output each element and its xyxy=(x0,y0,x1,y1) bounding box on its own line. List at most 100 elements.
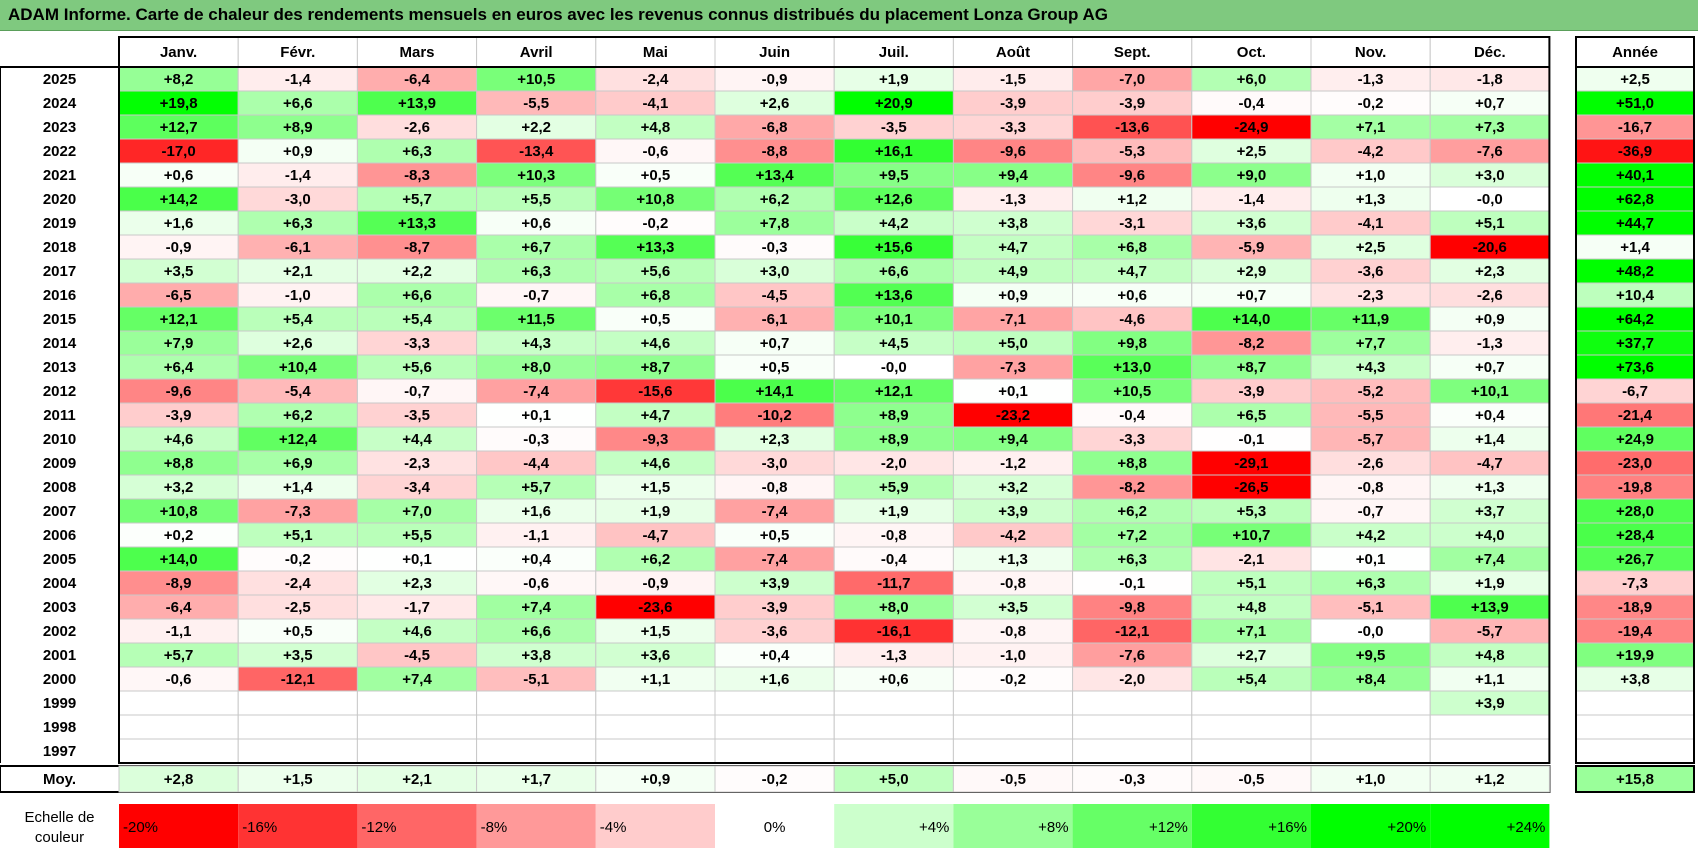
cell-value-label: +3,8 xyxy=(521,647,551,664)
average-cell xyxy=(952,765,1074,793)
cell-value-label: +10,3 xyxy=(517,167,555,184)
cell-value-label: -7,4 xyxy=(523,383,550,400)
annual-cell xyxy=(1575,690,1695,716)
cell-value-label: -3,9 xyxy=(1238,383,1264,400)
cell-value-label: +7,1 xyxy=(1356,119,1386,136)
heatmap-cell xyxy=(833,114,954,140)
cell-value-label: -1,3 xyxy=(1477,335,1503,352)
year-label: 2006 xyxy=(43,527,76,544)
average-cell xyxy=(714,765,835,793)
heatmap-cell xyxy=(595,66,716,92)
heatmap-cell xyxy=(476,690,597,716)
heatmap-cell xyxy=(952,546,1074,572)
cell-value-label: +6,6 xyxy=(879,263,909,280)
scale-label: +8% xyxy=(1038,819,1068,836)
annual-value-label: -19,8 xyxy=(1618,479,1652,496)
average-value-label: -0,3 xyxy=(1119,771,1145,788)
cell-value-label: -7,0 xyxy=(1119,71,1145,88)
annual-cell xyxy=(1575,90,1695,116)
cell-value-label: +3,0 xyxy=(1475,167,1505,184)
average-cell xyxy=(118,765,239,793)
cell-value-label: +13,3 xyxy=(636,239,674,256)
cell-value-label: +5,7 xyxy=(402,191,432,208)
cell-value-label: +8,9 xyxy=(283,119,313,136)
scale-label: -4% xyxy=(600,819,627,836)
cell-value-label: -9,3 xyxy=(642,431,668,448)
heatmap-cell xyxy=(1072,354,1193,380)
cell-value-label: -0,8 xyxy=(881,527,907,544)
cell-value-label: +5,7 xyxy=(521,479,551,496)
cell-value-label: +16,1 xyxy=(875,143,913,160)
cell-value-label: +6,3 xyxy=(402,143,432,160)
heatmap-cell xyxy=(356,330,478,356)
cell-value-label: +0,9 xyxy=(1475,311,1505,328)
heatmap-cell xyxy=(595,618,716,644)
heatmap-cell xyxy=(476,234,597,260)
cell-value-label: -5,7 xyxy=(1477,623,1503,640)
cell-value-label: -4,7 xyxy=(642,527,668,544)
year-label: 2004 xyxy=(43,575,77,592)
annual-value-label: -7,3 xyxy=(1622,575,1648,592)
cell-value-label: +4,9 xyxy=(998,263,1028,280)
heatmap-cell xyxy=(595,690,716,716)
heatmap-cell xyxy=(118,474,239,500)
cell-value-label: +3,6 xyxy=(1237,215,1267,232)
cell-value-label: +2,5 xyxy=(1356,239,1386,256)
cell-value-label: +7,0 xyxy=(402,503,432,520)
cell-value-label: -1,4 xyxy=(285,167,312,184)
cell-value-label: +4,6 xyxy=(641,455,671,472)
cell-value-label: +6,6 xyxy=(283,95,313,112)
heatmap-cell xyxy=(1310,378,1431,404)
scale-label: -20% xyxy=(123,819,158,836)
cell-value-label: +14,0 xyxy=(1232,311,1270,328)
heatmap-cell xyxy=(1072,522,1193,548)
year-label: 2008 xyxy=(43,479,76,496)
annual-cell xyxy=(1575,162,1695,188)
cell-value-label: +4,7 xyxy=(641,407,671,424)
heatmap-cell xyxy=(595,114,716,140)
cell-value-label: +0,7 xyxy=(1237,287,1267,304)
heatmap-cell xyxy=(595,666,716,692)
annual-value-label: -36,9 xyxy=(1618,143,1652,160)
annual-value-label: +2,5 xyxy=(1620,71,1650,88)
year-label: 2013 xyxy=(43,359,76,376)
annual-value-label: +62,8 xyxy=(1616,191,1654,208)
cell-value-label: +0,1 xyxy=(1356,551,1386,568)
cell-value-label: +6,7 xyxy=(521,239,551,256)
cell-value-label: -8,8 xyxy=(762,143,788,160)
heatmap-cell xyxy=(833,282,954,308)
year-label: 2011 xyxy=(43,407,76,424)
cell-value-label: +7,3 xyxy=(1475,119,1505,136)
heatmap-cell xyxy=(952,690,1074,716)
cell-value-label: -0,8 xyxy=(1358,479,1384,496)
cell-value-label: +0,6 xyxy=(164,167,194,184)
average-cell xyxy=(476,765,597,793)
heatmap-cell xyxy=(1072,330,1193,356)
cell-value-label: -3,3 xyxy=(1000,119,1026,136)
cell-value-label: +1,2 xyxy=(1117,191,1147,208)
cell-value-label: +1,9 xyxy=(879,503,909,520)
heatmap-cell xyxy=(952,402,1074,428)
cell-value-label: +4,4 xyxy=(402,431,432,448)
annual-cell xyxy=(1575,378,1695,404)
heatmap-cell xyxy=(833,474,954,500)
cell-value-label: +8,8 xyxy=(164,455,194,472)
cell-value-label: +9,5 xyxy=(879,167,909,184)
cell-value-label: +0,4 xyxy=(521,551,551,568)
cell-value-label: +7,8 xyxy=(760,215,790,232)
cell-value-label: -7,6 xyxy=(1119,647,1145,664)
cell-value-label: -1,7 xyxy=(404,599,430,616)
cell-value-label: +0,1 xyxy=(998,383,1028,400)
heatmap-cell xyxy=(1310,738,1431,764)
heatmap-cell xyxy=(952,114,1074,140)
cell-value-label: -0,9 xyxy=(166,239,192,256)
cell-value-label: +1,4 xyxy=(283,479,313,496)
heatmap-cell xyxy=(595,234,716,260)
cell-value-label: -3,3 xyxy=(1119,431,1145,448)
heatmap-cell xyxy=(476,90,597,116)
cell-value-label: +4,2 xyxy=(879,215,909,232)
cell-value-label: -3,3 xyxy=(404,335,430,352)
cell-value-label: +5,9 xyxy=(879,479,909,496)
cell-value-label: +8,2 xyxy=(164,71,194,88)
heatmap-cell xyxy=(952,594,1074,620)
